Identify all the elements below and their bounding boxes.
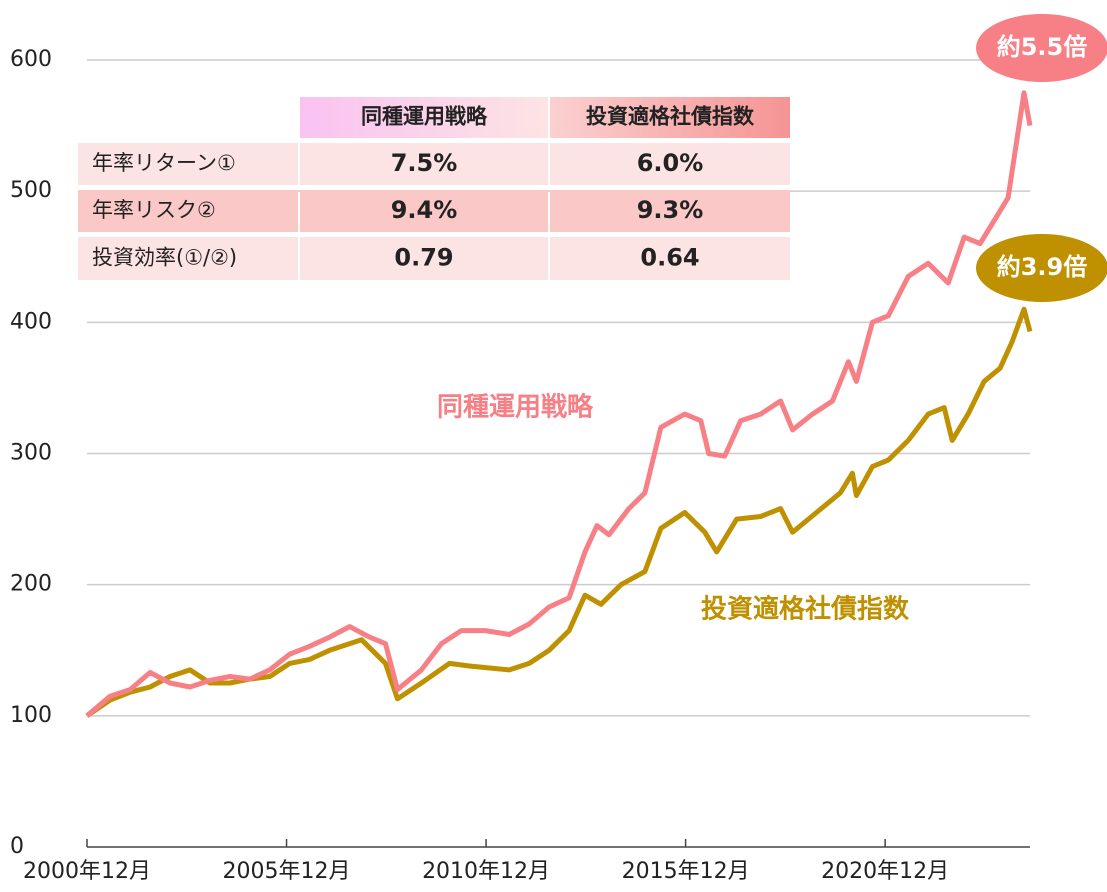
y-tick-label: 500 — [10, 178, 52, 203]
table-cell — [550, 143, 790, 185]
y-tick-label: 100 — [10, 703, 52, 728]
callout-bubble — [976, 14, 1107, 82]
series-label: 同種運用戦略 — [437, 392, 594, 423]
table-header-text: 投資適格社債指数 — [586, 105, 755, 129]
table-value: 9.4% — [391, 196, 458, 224]
x-tick-label: 2010年12月 — [422, 859, 550, 884]
y-tick-label: 300 — [10, 441, 52, 466]
table-cell — [78, 190, 298, 232]
table-header-text: 同種運用戦略 — [361, 105, 488, 129]
x-tick-label: 2005年12月 — [223, 859, 351, 884]
callout-text: 約5.5倍 — [997, 33, 1088, 61]
table-cell — [550, 190, 790, 232]
table-value: 7.5% — [391, 149, 458, 177]
table-row-label: 年率リターン① — [92, 151, 236, 175]
y-tick-label: 400 — [10, 309, 52, 334]
x-tick-label: 2015年12月 — [622, 859, 750, 884]
table-cell — [78, 237, 298, 280]
table-value: 0.64 — [640, 244, 699, 272]
table-value: 6.0% — [637, 149, 704, 177]
table-cell — [78, 143, 298, 185]
callout-bubble — [976, 234, 1107, 302]
table-cell — [300, 143, 548, 185]
y-tick-label: 200 — [10, 572, 52, 597]
table-header-cell — [300, 97, 548, 138]
x-tick-label: 2020年12月 — [821, 859, 949, 884]
x-tick-label: 2000年12月 — [23, 859, 151, 884]
table-row-label: 投資効率(①/②) — [92, 246, 237, 270]
table-cell — [300, 237, 548, 280]
series-line — [85, 90, 1033, 718]
series-line — [85, 306, 1033, 718]
table-header-cell — [550, 97, 790, 138]
table-value: 0.79 — [394, 244, 453, 272]
series-label: 投資適格社債指数 — [701, 594, 910, 625]
y-tick-label: 600 — [10, 47, 52, 72]
table-row-label: 年率リスク② — [92, 198, 216, 222]
callout-text: 約3.9倍 — [997, 253, 1088, 281]
table-value: 9.3% — [637, 196, 704, 224]
table-cell — [550, 237, 790, 280]
y-tick-label: 0 — [10, 834, 24, 859]
table-cell — [300, 190, 548, 232]
